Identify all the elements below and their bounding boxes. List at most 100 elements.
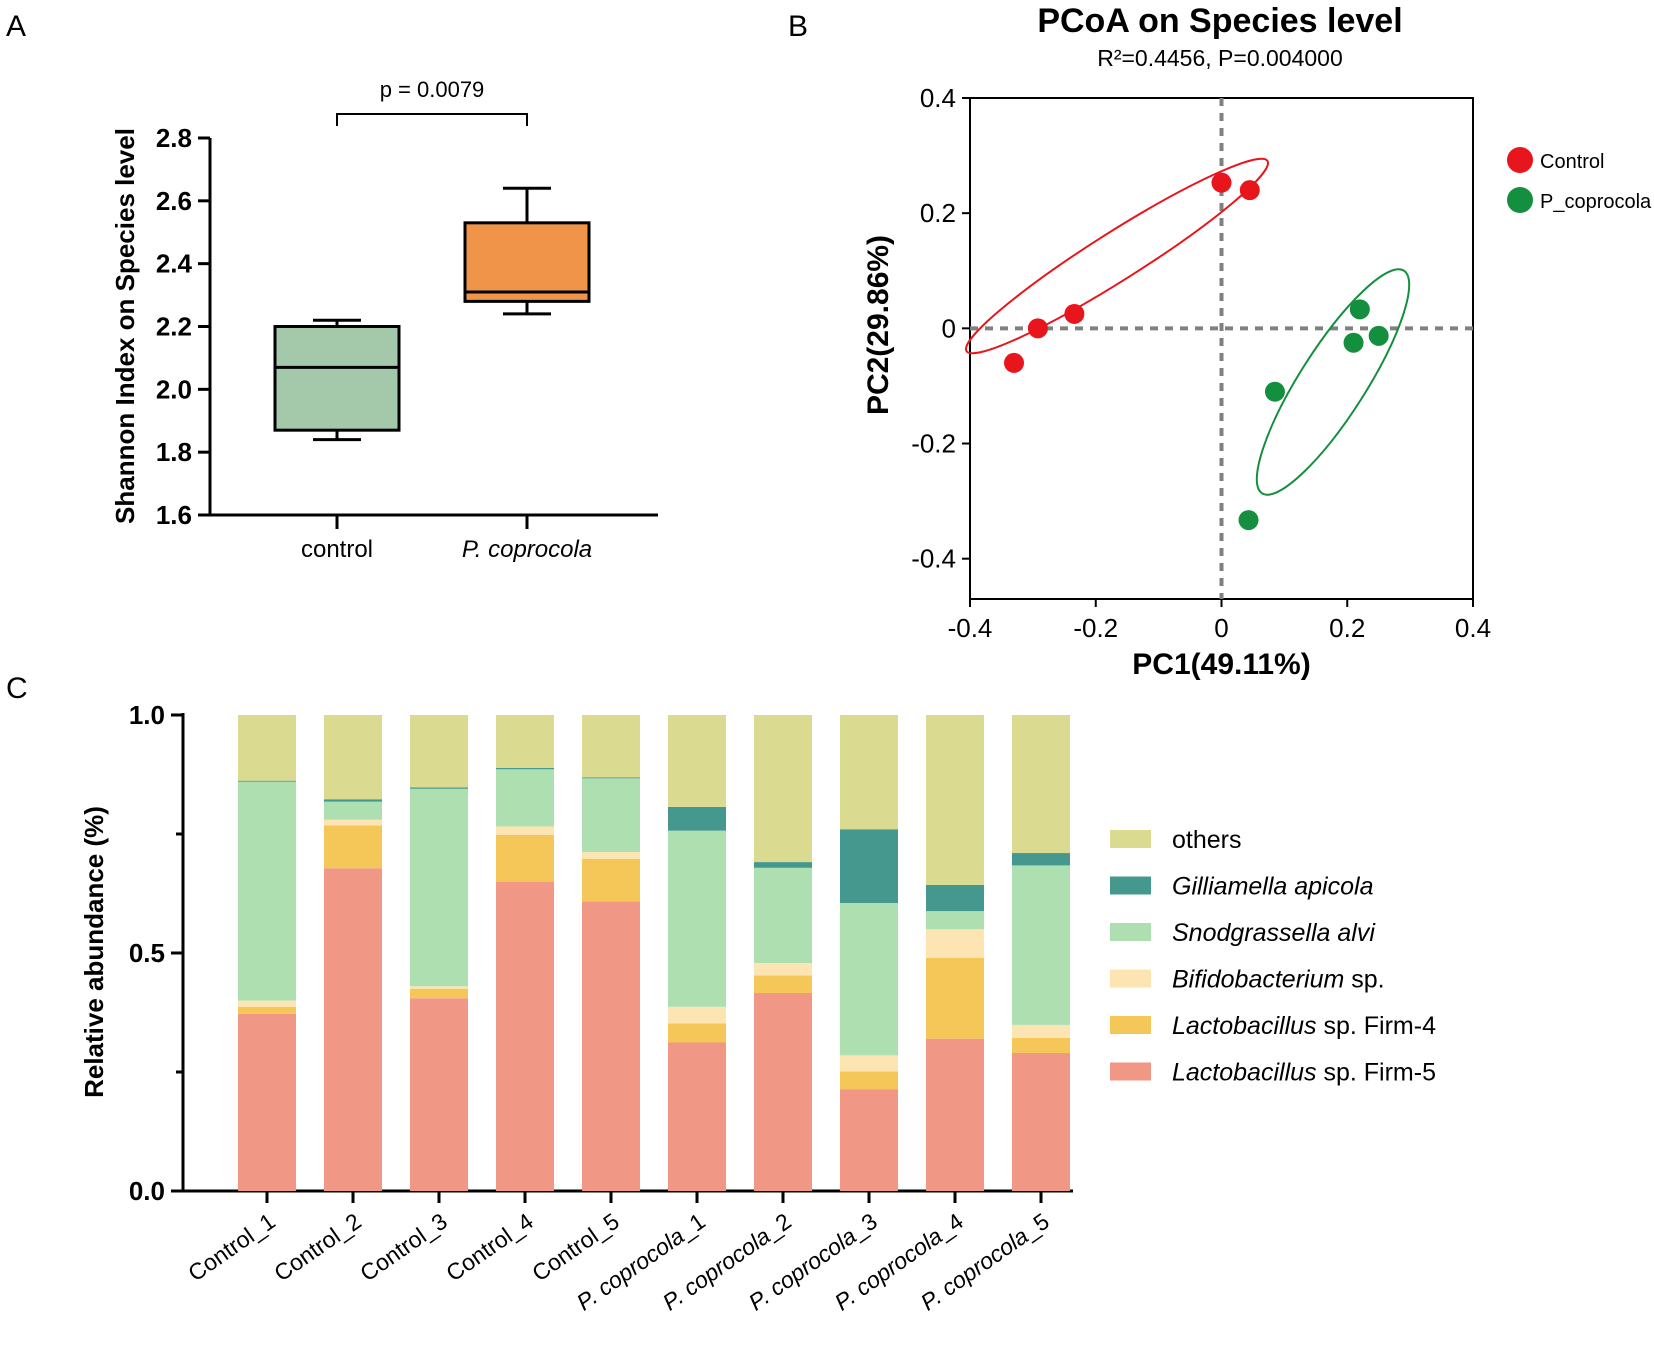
c-bar-segment-firm4 (238, 1006, 296, 1014)
c-bar-segment-bifidobacterium (668, 1006, 726, 1024)
b-x-tick-label: 0.2 (1329, 613, 1365, 643)
b-point-pcoprocola (1264, 381, 1285, 402)
c-bar-segment-others (926, 715, 984, 885)
c-legend-label-gilliamella: Gilliamella apicola (1172, 873, 1374, 901)
c-y-tick-label: 0.5 (129, 938, 165, 968)
c-bar-segment-others (668, 715, 726, 807)
c-bar-segment-firm5 (238, 1013, 296, 1191)
a-y-axis-title: Shannon Index on Species level (110, 128, 140, 524)
b-y-tick-label: -0.4 (911, 544, 956, 574)
c-bar-segment-gilliamella (926, 884, 984, 912)
a-y-tick-label: 1.6 (156, 500, 192, 530)
c-bar-segment-gilliamella (754, 862, 812, 868)
c-bar-segment-gilliamella (1012, 853, 1070, 866)
b-y-axis-title: PC2(29.86%) (862, 235, 895, 415)
a-y-tick-label: 2.2 (156, 312, 192, 342)
c-bar-segment-others (1012, 715, 1070, 854)
b-point-pcoprocola (1238, 510, 1259, 531)
c-bar-segment-firm5 (410, 998, 468, 1191)
b-x-tick-label: 0.4 (1455, 613, 1491, 643)
b-subtitle: R²=0.4456, P=0.004000 (1097, 45, 1343, 71)
a-y-tick-label: 2.6 (156, 186, 192, 216)
c-bar-segment-firm4 (410, 988, 468, 999)
b-x-tick-label: -0.4 (948, 613, 993, 643)
c-x-tick-label: Control_3 (355, 1208, 452, 1287)
c-bar-segment-bifidobacterium (582, 852, 640, 859)
c-bar-segment-bifidobacterium (324, 819, 382, 826)
a-y-tick-label: 2.0 (156, 374, 192, 404)
b-y-tick-label: -0.2 (911, 429, 956, 459)
c-bar-segment-bifidobacterium (1012, 1024, 1070, 1038)
c-x-tick-label-rest: Control_2 (269, 1208, 366, 1287)
c-bar-segment-firm5 (324, 868, 382, 1191)
b-ellipse-control (964, 157, 1270, 355)
a-y-tick-label: 2.8 (156, 123, 192, 153)
b-ellipse-pcoprocola (1255, 268, 1411, 496)
c-legend-label-snodgrassella-italic: Snodgrassella alvi (1172, 919, 1376, 947)
a-significance-bracket (336, 113, 528, 126)
a-box-0 (273, 325, 401, 432)
c-bar-segment-gilliamella (582, 777, 640, 779)
b-y-tick-label: 0.4 (920, 83, 956, 113)
c-bar-segment-bifidobacterium (926, 929, 984, 958)
c-bar-segment-bifidobacterium (238, 1000, 296, 1007)
c-bar-segment-gilliamella (668, 806, 726, 831)
c-x-tick-label-rest: Control_1 (183, 1208, 280, 1287)
b-y-tick-label: 0.2 (920, 198, 956, 228)
a-box-1 (463, 221, 591, 303)
c-legend-swatch-firm4 (1110, 1016, 1151, 1034)
a-y-tick-label: 1.8 (156, 437, 192, 467)
panel-letter-b: B (788, 10, 808, 43)
b-legend-marker-1 (1507, 187, 1533, 213)
b-legend-label-0: Control (1540, 151, 1604, 173)
b-point-pcoprocola (1343, 332, 1364, 353)
c-legend-swatch-snodgrassella (1110, 923, 1151, 941)
c-bar-segment-others (238, 715, 296, 781)
b-point-control (1064, 303, 1085, 324)
c-bar-segment-snodgrassella (324, 801, 382, 820)
panel-b-pcoa: PCoA on Species level R²=0.4456, P=0.0040… (862, 2, 1652, 681)
b-y-tick-label: 0 (942, 313, 956, 343)
c-bar-segment-others (324, 715, 382, 800)
c-legend-label-bifidobacterium-italic: Bifidobacterium (1172, 966, 1344, 994)
c-bar-segment-firm5 (1012, 1052, 1070, 1191)
b-point-pcoprocola (1349, 299, 1370, 320)
c-legend-swatch-firm5 (1110, 1062, 1151, 1081)
c-bar-segment-snodgrassella (754, 867, 812, 963)
c-bar-segment-snodgrassella (582, 778, 640, 853)
c-bar-segment-snodgrassella (1012, 865, 1070, 1025)
a-x-label-control: control (301, 536, 373, 563)
panel-a-boxplot: 1.6 1.8 2.0 2.2 2.4 2.6 2.8 control P. coprocola… (110, 77, 658, 563)
c-legend-label-firm5-rest: sp. Firm-5 (1317, 1059, 1436, 1087)
c-legend-label-firm4: Lactobacillus sp. Firm-4 (1172, 1012, 1436, 1040)
c-bar-segment-firm5 (840, 1089, 898, 1191)
c-x-tick-label: Control_4 (441, 1208, 538, 1287)
c-legend-swatch-others (1110, 830, 1151, 848)
c-legend-label-bifidobacterium: Bifidobacterium sp. (1172, 966, 1385, 994)
c-y-tick-label: 0.0 (129, 1176, 165, 1206)
c-bar-segment-firm4 (926, 957, 984, 1039)
c-x-tick-label: Control_1 (183, 1208, 280, 1287)
b-x-axis-title: PC1(49.11%) (1132, 648, 1310, 681)
c-bar-segment-bifidobacterium (754, 962, 812, 976)
c-legend-label-others-rest: others (1172, 826, 1241, 854)
c-bar-segment-firm5 (926, 1038, 984, 1191)
a-y-tick-label: 2.4 (156, 249, 193, 279)
c-bar-segment-gilliamella (840, 829, 898, 904)
c-legend-label-firm5-italic: Lactobacillus (1172, 1059, 1317, 1087)
c-bar-segment-others (582, 715, 640, 778)
b-point-control (1027, 318, 1048, 339)
c-bar-segment-firm4 (324, 825, 382, 869)
c-bar-segment-snodgrassella (668, 830, 726, 1007)
c-bar-segment-others (840, 715, 898, 830)
c-bar-segment-snodgrassella (926, 911, 984, 930)
b-point-control (1211, 172, 1232, 193)
c-bar-segment-firm4 (668, 1023, 726, 1043)
b-point-control (1004, 352, 1025, 373)
c-legend-label-snodgrassella: Snodgrassella alvi (1172, 919, 1376, 947)
panel-letter-a: A (6, 10, 26, 43)
b-x-tick-label: 0 (1214, 613, 1228, 643)
c-bar-segment-firm5 (582, 901, 640, 1191)
b-x-tick-label: -0.2 (1073, 613, 1118, 643)
c-bar-segment-firm5 (496, 881, 554, 1191)
